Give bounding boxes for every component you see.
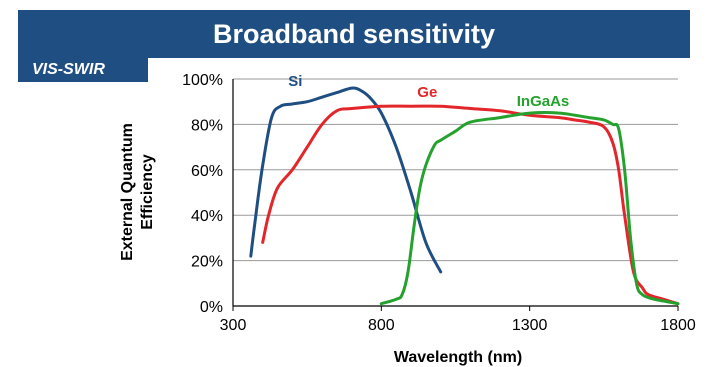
y-axis-label-line1: External Quantum — [119, 123, 136, 261]
y-tick-label: 80% — [191, 117, 223, 134]
series-line-ge — [261, 104, 680, 306]
series-label-ge: Ge — [417, 84, 437, 101]
x-tick-label: 800 — [368, 317, 395, 334]
axes: 0% 20% 40% 60% 80% 100% 300 800 1300 1800 — [182, 72, 696, 334]
series-lines — [249, 86, 680, 306]
y-tick-label: 60% — [191, 163, 223, 180]
gridlines — [233, 78, 678, 262]
x-tick-label: 300 — [220, 317, 247, 334]
x-axis-label: Wavelength (nm) — [394, 349, 522, 366]
range-tag: VIS-SWIR — [18, 58, 148, 82]
y-axis-label-line2: Efficiency — [139, 154, 156, 230]
x-tick-label: 1800 — [660, 317, 696, 334]
y-tick-label: 0% — [200, 299, 223, 316]
x-tick-label: 1300 — [512, 317, 548, 334]
y-tick-label: 40% — [191, 208, 223, 225]
series-line-si — [249, 86, 443, 274]
series-label-ingaas: InGaAs — [517, 93, 570, 110]
y-tick-label: 100% — [182, 72, 223, 89]
chart-title: Broadband sensitivity — [212, 18, 496, 49]
series-label-si: Si — [288, 73, 302, 90]
series-labels: Si Ge InGaAs — [288, 73, 569, 110]
range-tag-label: VIS-SWIR — [32, 61, 105, 78]
axis-labels: Wavelength (nm) External Quantum Efficie… — [119, 123, 522, 366]
series-line-ingaas — [379, 111, 680, 306]
y-tick-label: 20% — [191, 254, 223, 271]
title-banner: Broadband sensitivity — [18, 10, 690, 58]
